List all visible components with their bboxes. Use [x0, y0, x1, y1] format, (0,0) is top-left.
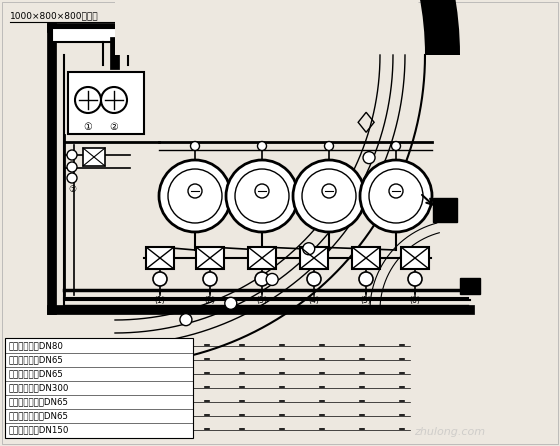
Text: ⑦: ⑦ — [68, 186, 76, 194]
Bar — [52, 28, 150, 42]
Circle shape — [67, 162, 77, 172]
Circle shape — [255, 272, 269, 286]
Circle shape — [369, 169, 423, 223]
Bar — [146, 247, 174, 269]
Text: 按摩池给水管DN65: 按摩池给水管DN65 — [9, 369, 64, 379]
Bar — [5, 338, 193, 438]
Text: 池边淋浴给水管DN65: 池边淋浴给水管DN65 — [9, 412, 69, 421]
Circle shape — [307, 272, 321, 286]
Bar — [196, 247, 224, 269]
Circle shape — [333, 206, 346, 218]
Circle shape — [67, 150, 77, 160]
Circle shape — [153, 272, 167, 286]
Text: 儿童池市水管DN65: 儿童池市水管DN65 — [9, 355, 64, 364]
Circle shape — [360, 160, 432, 232]
Text: 儿童池回水管DN80: 儿童池回水管DN80 — [9, 342, 64, 351]
Text: zhulong.com: zhulong.com — [414, 427, 486, 437]
Circle shape — [363, 152, 375, 164]
Text: (6): (6) — [409, 297, 421, 306]
Text: 岘上淋浴给水管DN65: 岘上淋浴给水管DN65 — [9, 397, 69, 406]
Circle shape — [190, 141, 199, 150]
Text: (3): (3) — [256, 297, 268, 306]
Bar — [83, 148, 105, 166]
Circle shape — [391, 141, 400, 150]
Circle shape — [75, 87, 101, 113]
Circle shape — [203, 272, 217, 286]
Circle shape — [293, 160, 365, 232]
Bar — [248, 247, 276, 269]
Circle shape — [322, 184, 336, 198]
Text: 1000×800×800集水井: 1000×800×800集水井 — [10, 11, 99, 20]
Bar — [460, 278, 480, 294]
Text: (5): (5) — [361, 297, 371, 306]
Circle shape — [324, 141, 334, 150]
Bar — [68, 72, 144, 134]
Circle shape — [303, 243, 315, 255]
Circle shape — [168, 169, 222, 223]
Text: ②: ② — [110, 122, 118, 132]
Text: (1): (1) — [155, 297, 165, 306]
Circle shape — [389, 184, 403, 198]
Circle shape — [302, 169, 356, 223]
Circle shape — [226, 160, 298, 232]
Bar — [352, 247, 380, 269]
Bar — [300, 247, 328, 269]
Wedge shape — [115, 0, 423, 55]
Bar — [433, 198, 457, 222]
Text: 成人池回水管DN300: 成人池回水管DN300 — [9, 384, 69, 392]
Circle shape — [159, 160, 231, 232]
Circle shape — [225, 297, 237, 310]
Circle shape — [180, 314, 192, 326]
Bar — [401, 247, 429, 269]
Text: ①: ① — [83, 122, 92, 132]
Circle shape — [67, 173, 77, 183]
Text: (4): (4) — [309, 297, 319, 306]
Circle shape — [235, 169, 289, 223]
Circle shape — [258, 141, 267, 150]
Circle shape — [359, 272, 373, 286]
Circle shape — [408, 272, 422, 286]
Circle shape — [255, 184, 269, 198]
Text: (2): (2) — [204, 297, 216, 306]
Circle shape — [101, 87, 127, 113]
Wedge shape — [115, 0, 460, 55]
Circle shape — [266, 273, 278, 285]
Circle shape — [188, 184, 202, 198]
Text: 成人池市水管DN150: 成人池市水管DN150 — [9, 425, 69, 434]
